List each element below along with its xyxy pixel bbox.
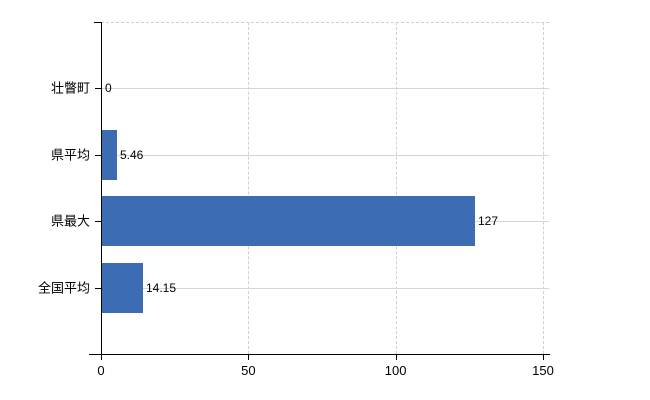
category-label: 壮瞥町 xyxy=(50,80,90,96)
y-axis-tick-mark xyxy=(95,88,101,90)
x-axis-tick-mark xyxy=(543,354,544,360)
x-tick-label: 0 xyxy=(97,363,105,378)
category-gridline xyxy=(101,88,549,90)
x-tick-label: 50 xyxy=(241,363,256,378)
y-axis-top-tick xyxy=(94,22,101,23)
bar xyxy=(102,130,117,180)
plot-top-border xyxy=(101,22,549,23)
x-tick-label: 100 xyxy=(384,363,407,378)
x-gridline xyxy=(543,22,544,354)
x-gridline xyxy=(248,22,250,354)
y-axis-tick-mark xyxy=(95,154,101,156)
x-gridline xyxy=(395,22,397,354)
value-label: 5.46 xyxy=(120,147,144,162)
bar xyxy=(102,196,475,246)
x-tick-label: 150 xyxy=(532,363,554,378)
category-gridline xyxy=(101,287,549,289)
value-label: 14.15 xyxy=(146,280,177,295)
category-gridline xyxy=(101,154,549,156)
y-axis xyxy=(101,22,102,360)
x-axis xyxy=(89,354,550,355)
x-axis-tick-mark xyxy=(395,354,397,360)
value-label: 127 xyxy=(478,214,499,229)
category-label: 県最大 xyxy=(50,213,90,229)
category-label: 県平均 xyxy=(50,147,90,163)
bar xyxy=(102,263,143,313)
y-axis-tick-mark xyxy=(95,221,101,223)
category-label: 全国平均 xyxy=(37,280,90,296)
value-label: 0 xyxy=(105,81,112,96)
y-axis-tick-mark xyxy=(95,287,101,289)
x-axis-tick-mark xyxy=(248,354,250,360)
x-axis-tick-mark xyxy=(101,354,102,360)
